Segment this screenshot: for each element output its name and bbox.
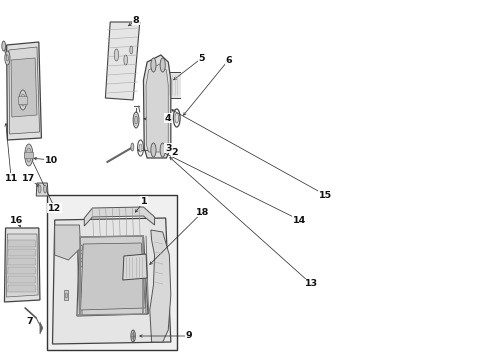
Circle shape (26, 148, 31, 162)
Circle shape (160, 143, 165, 157)
Text: 2: 2 (171, 148, 178, 157)
Polygon shape (8, 249, 35, 256)
Text: 12: 12 (48, 203, 61, 212)
Circle shape (131, 330, 135, 342)
Polygon shape (52, 218, 171, 344)
Circle shape (21, 94, 25, 106)
Polygon shape (77, 236, 148, 316)
Circle shape (131, 143, 134, 151)
Polygon shape (11, 58, 37, 117)
Polygon shape (161, 72, 181, 98)
Circle shape (80, 261, 82, 267)
Circle shape (80, 245, 82, 251)
Text: 4: 4 (165, 113, 172, 122)
Text: 10: 10 (45, 156, 58, 165)
Circle shape (133, 112, 139, 128)
Polygon shape (8, 267, 35, 274)
Circle shape (151, 143, 156, 157)
Text: 8: 8 (133, 15, 140, 24)
Text: 1: 1 (141, 197, 147, 206)
Polygon shape (105, 22, 140, 100)
Text: 18: 18 (196, 207, 209, 216)
Polygon shape (8, 258, 35, 265)
Circle shape (25, 144, 33, 166)
Polygon shape (144, 55, 171, 158)
Text: 9: 9 (185, 332, 192, 341)
Circle shape (80, 253, 82, 259)
Circle shape (114, 49, 119, 61)
Polygon shape (4, 228, 40, 302)
Circle shape (132, 333, 134, 339)
Polygon shape (36, 183, 48, 196)
Bar (48, 195, 177, 350)
Text: 14: 14 (293, 216, 306, 225)
Circle shape (160, 58, 165, 72)
Text: 6: 6 (225, 55, 232, 64)
Polygon shape (84, 207, 154, 226)
Text: 3: 3 (165, 144, 172, 153)
Polygon shape (123, 254, 147, 280)
Polygon shape (6, 234, 38, 297)
Polygon shape (65, 293, 67, 297)
Circle shape (2, 41, 5, 51)
Text: 5: 5 (198, 54, 205, 63)
Text: 16: 16 (10, 216, 23, 225)
Text: 17: 17 (22, 174, 35, 183)
Circle shape (6, 55, 8, 61)
Polygon shape (64, 290, 68, 300)
Polygon shape (81, 243, 146, 310)
Circle shape (175, 113, 178, 123)
Polygon shape (40, 322, 43, 334)
Polygon shape (24, 152, 33, 158)
Polygon shape (19, 96, 27, 104)
Circle shape (5, 51, 10, 65)
Circle shape (135, 116, 138, 124)
Circle shape (151, 58, 156, 72)
Circle shape (44, 185, 47, 193)
Circle shape (19, 90, 26, 110)
Polygon shape (9, 47, 40, 134)
Polygon shape (8, 285, 35, 292)
Polygon shape (8, 240, 35, 247)
Circle shape (38, 185, 41, 193)
Text: 7: 7 (26, 318, 33, 327)
Circle shape (139, 144, 142, 152)
Polygon shape (146, 64, 168, 152)
Polygon shape (7, 42, 42, 140)
Circle shape (124, 55, 127, 65)
Polygon shape (150, 230, 171, 342)
Polygon shape (55, 225, 81, 260)
Text: 13: 13 (305, 279, 318, 288)
Circle shape (130, 46, 133, 54)
Text: 11: 11 (4, 174, 18, 183)
Polygon shape (8, 276, 35, 283)
Text: 15: 15 (319, 190, 332, 199)
